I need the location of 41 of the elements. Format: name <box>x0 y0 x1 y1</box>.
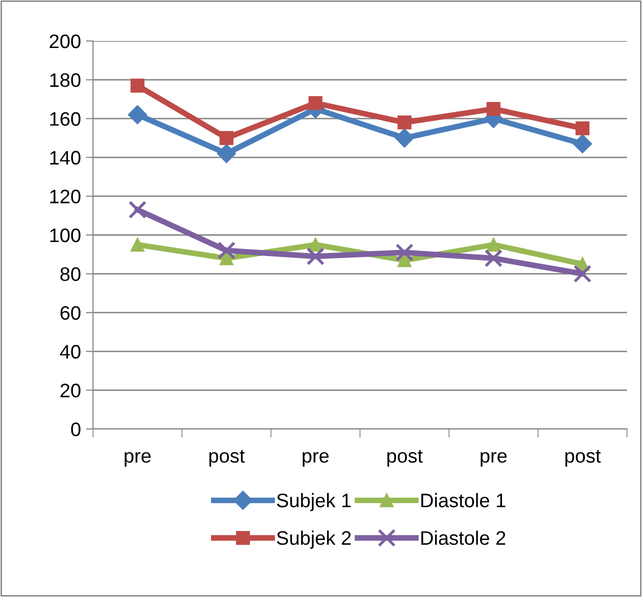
y-tick-label: 120 <box>50 190 80 204</box>
point <box>395 243 414 262</box>
y-tick-label: 0 <box>71 422 80 436</box>
x-tick-label: pre <box>302 452 329 467</box>
legend-label: Subjek 1 <box>276 493 351 512</box>
point <box>130 78 144 93</box>
x-tick-label: post <box>565 450 601 467</box>
point <box>128 105 148 124</box>
x-tick-label: post <box>209 450 245 467</box>
point <box>128 200 147 219</box>
point <box>573 264 592 283</box>
y-tick-label: 40 <box>60 344 80 359</box>
point <box>217 241 236 260</box>
legend-label: Diastole 2 <box>421 530 506 545</box>
point <box>216 144 236 164</box>
y-tick-label: 200 <box>50 34 80 48</box>
point <box>220 251 234 266</box>
point <box>220 131 234 145</box>
point <box>486 102 500 116</box>
x-tick-label: pre <box>124 452 151 467</box>
y-tick-label: 140 <box>50 150 80 165</box>
y-tick-label: 100 <box>50 228 80 242</box>
y-tick-label: 60 <box>60 306 80 320</box>
x-tick-label: pre <box>480 452 507 467</box>
point <box>486 238 500 252</box>
point <box>572 134 592 154</box>
point <box>394 128 414 148</box>
point <box>308 96 322 110</box>
legend-label: Diastole 1 <box>421 493 506 508</box>
y-tick-label: 160 <box>50 112 80 126</box>
y-tick-label: 80 <box>60 267 80 282</box>
point <box>484 249 503 268</box>
legend-label: Subjek 2 <box>276 530 351 549</box>
point <box>130 238 144 252</box>
point <box>576 121 590 136</box>
x-tick-label: post <box>387 450 423 467</box>
point <box>398 116 412 130</box>
point <box>306 247 325 266</box>
y-tick-label: 20 <box>60 384 80 398</box>
point <box>398 253 412 268</box>
y-tick-label: 180 <box>50 73 80 88</box>
